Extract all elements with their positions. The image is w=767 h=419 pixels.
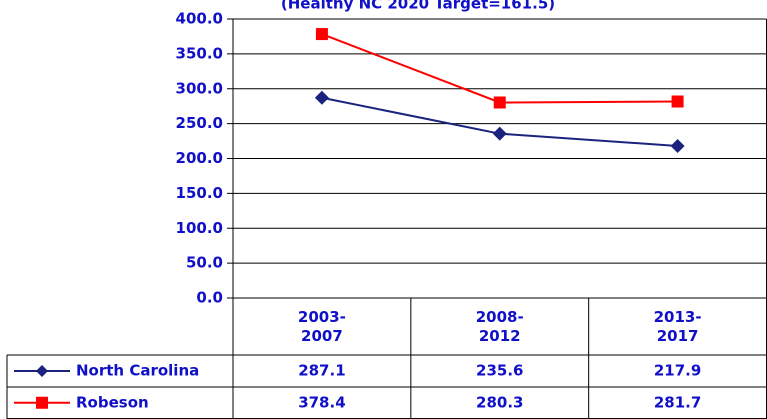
legend-label: Robeson xyxy=(76,393,149,411)
legend-marker xyxy=(36,365,48,377)
table-value: 217.9 xyxy=(654,362,701,380)
y-tick-label: 350.0 xyxy=(176,44,223,62)
table-value: 280.3 xyxy=(476,393,523,411)
marker xyxy=(492,126,507,141)
marker xyxy=(671,95,684,108)
y-tick-label: 0.0 xyxy=(196,289,223,307)
table-value: 378.4 xyxy=(298,393,345,411)
y-tick-label: 300.0 xyxy=(176,79,223,97)
y-tick-label: 400.0 xyxy=(176,10,223,28)
marker xyxy=(315,28,328,41)
marker xyxy=(314,90,329,105)
chart-subtitle: (Healthy NC 2020 Target=161.5) xyxy=(281,0,555,13)
y-tick-label: 100.0 xyxy=(176,219,223,237)
table-value: 235.6 xyxy=(476,362,523,380)
x-tick-label: 2008-2012 xyxy=(476,308,524,345)
y-tick-label: 150.0 xyxy=(176,184,223,202)
marker xyxy=(670,139,685,154)
legend-label: North Carolina xyxy=(76,362,199,380)
table-value: 281.7 xyxy=(654,393,701,411)
x-tick-label: 2013-2017 xyxy=(654,308,702,345)
label-line: 2003- xyxy=(298,308,346,326)
label-line: 2012 xyxy=(479,327,521,345)
marker xyxy=(493,96,506,109)
legend-marker xyxy=(36,396,48,409)
y-tick-label: 200.0 xyxy=(176,149,223,167)
series-line xyxy=(321,33,678,104)
y-tick-label: 250.0 xyxy=(176,114,223,132)
label-line: 2017 xyxy=(657,327,699,345)
label-line: 2013- xyxy=(654,308,702,326)
label-line: 2008- xyxy=(476,308,524,326)
x-tick-label: 2003-2007 xyxy=(298,308,346,345)
y-tick-label: 50.0 xyxy=(186,254,223,272)
table-value: 287.1 xyxy=(298,362,345,380)
label-line: 2007 xyxy=(301,327,343,345)
